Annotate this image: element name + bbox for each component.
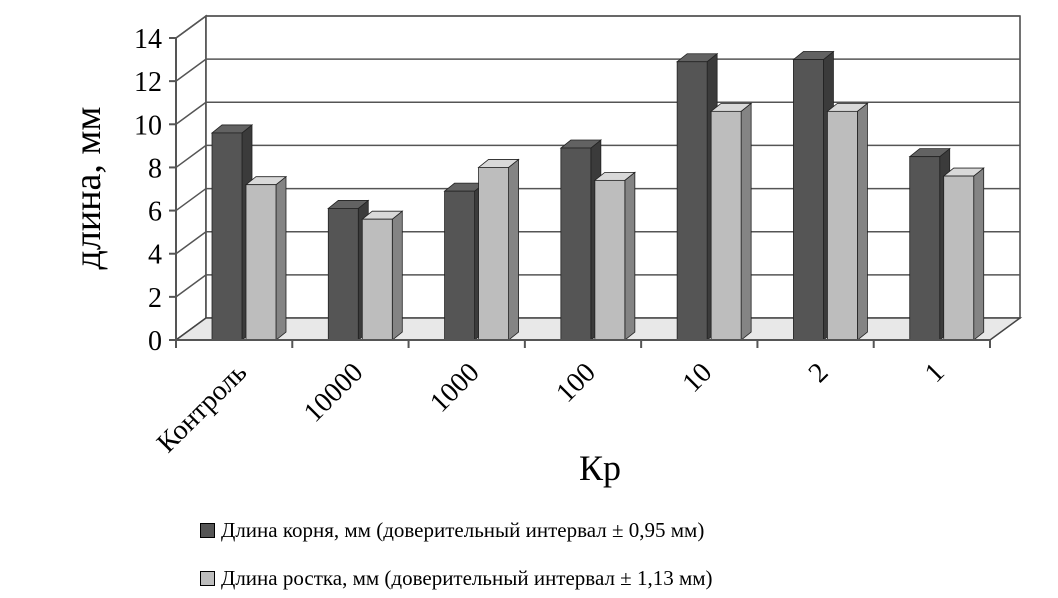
y-tick-label: 14: [134, 24, 162, 55]
y-tick-label: 12: [134, 67, 162, 98]
x-tick-label: 2: [803, 357, 835, 389]
bar-sprout-6: [942, 167, 985, 341]
bar-chart: 0 2 4 6 8 10 12 14 Контроль 10000 1000 100 10 2 1 дли…: [67, 14, 1023, 488]
x-tick-label: Контроль: [151, 357, 253, 459]
y-tick-label: 6: [148, 197, 162, 228]
legend-label-sprout: Длина ростка, мм (доверительный интервал…: [221, 566, 713, 590]
bar-sprout-0: [244, 175, 288, 341]
bar-sprout-5: [826, 102, 869, 341]
bar-root-1: [327, 199, 370, 341]
legend-swatch-root: [200, 523, 215, 538]
x-axis-title: Кр: [579, 448, 621, 488]
gridline: [175, 15, 1020, 39]
y-tick-label: 0: [148, 326, 162, 357]
legend-item-root-length: Длина корня, мм (доверительный интервал …: [200, 518, 704, 543]
y-axis-title: длина, мм: [67, 107, 109, 270]
legend-swatch-sprout: [200, 571, 215, 586]
y-tick-label: 4: [148, 240, 162, 271]
x-tick-label: 100: [550, 357, 602, 409]
y-tick-label: 8: [148, 153, 162, 184]
y-tick-labels: 0 2 4 6 8 10 12 14: [134, 24, 162, 357]
bar-sprout-1: [361, 210, 404, 341]
bars: [210, 50, 985, 341]
x-tick-label: 10000: [298, 357, 369, 428]
axes: [169, 37, 991, 348]
bar-sprout-4: [710, 102, 753, 341]
y-tick-label: 2: [148, 283, 162, 314]
y-tick-label: 10: [134, 110, 162, 141]
bar-sprout-2: [477, 158, 520, 341]
x-tick-label: 1: [919, 357, 951, 389]
bar-sprout-3: [593, 171, 636, 341]
x-tick-label: 10: [676, 357, 718, 399]
x-tick-label: 1000: [424, 357, 486, 419]
gridline: [175, 58, 1020, 82]
legend-item-sprout-length: Длина ростка, мм (доверительный интервал…: [200, 566, 713, 591]
x-tick-labels: Контроль 10000 1000 100 10 2 1: [151, 357, 951, 459]
legend-label-root: Длина корня, мм (доверительный интервал …: [221, 518, 705, 542]
gridline: [175, 101, 1020, 125]
